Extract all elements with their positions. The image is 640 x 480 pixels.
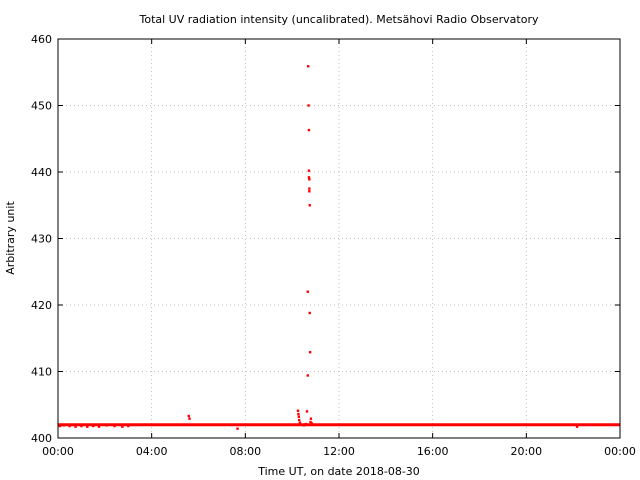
x-tick-label: 08:00 [229, 445, 261, 458]
data-point [305, 410, 309, 413]
data-point [308, 351, 312, 354]
x-tick-label: 12:00 [323, 445, 355, 458]
y-tick-label: 430 [31, 233, 52, 246]
data-point [297, 415, 301, 418]
data-point [187, 414, 190, 418]
x-tick-label: 20:00 [510, 445, 542, 458]
y-axis-label: Arbitrary unit [4, 201, 17, 275]
x-axis-label: Time UT, on date 2018-08-30 [257, 465, 420, 478]
x-tick-label: 00:00 [604, 445, 636, 458]
y-tick-label: 400 [31, 432, 52, 445]
data-point [306, 65, 310, 68]
data-point [306, 374, 309, 377]
data-point [188, 417, 191, 420]
data-point [121, 425, 124, 428]
data-point [308, 204, 311, 207]
grid-lines [58, 39, 620, 438]
data-point [307, 176, 311, 179]
data-point [308, 190, 311, 193]
data-point [309, 420, 312, 424]
y-tick-label: 410 [31, 366, 52, 379]
data-point [74, 425, 77, 428]
y-tick-label: 460 [31, 33, 52, 46]
data-point [296, 409, 300, 412]
data-point [80, 424, 83, 428]
data-point [308, 311, 311, 315]
data-points [58, 65, 620, 430]
data-point [68, 424, 71, 428]
data-point [91, 424, 95, 428]
data-point [309, 417, 313, 420]
data-point [307, 128, 311, 132]
data-point [306, 290, 309, 293]
data-point [308, 187, 311, 190]
data-point [308, 178, 311, 181]
data-point [298, 421, 302, 424]
data-point [307, 169, 311, 172]
data-point [113, 424, 116, 428]
data-point [297, 412, 300, 416]
data-point [302, 424, 306, 427]
data-point [58, 424, 62, 428]
x-tick-label: 00:00 [42, 445, 74, 458]
axis-ticks: 00:00 04:00 08:00 12:00 16:00 20:00 00:0040041… [31, 33, 636, 458]
data-point [310, 422, 313, 425]
data-point [127, 424, 130, 428]
y-tick-label: 440 [31, 166, 52, 179]
data-point [97, 425, 101, 428]
y-tick-label: 420 [31, 299, 52, 312]
y-tick-label: 450 [31, 100, 52, 113]
data-point [300, 423, 304, 426]
data-point [86, 425, 89, 428]
data-point [575, 425, 579, 428]
x-tick-label: 16:00 [417, 445, 449, 458]
data-point [297, 418, 301, 422]
x-tick-label: 04:00 [136, 445, 168, 458]
data-point [307, 104, 310, 107]
data-point [236, 427, 239, 430]
data-point [105, 424, 108, 427]
data-point [304, 422, 308, 426]
chart-title: Total UV radiation intensity (uncalibrat… [139, 13, 539, 26]
data-point [62, 424, 66, 427]
